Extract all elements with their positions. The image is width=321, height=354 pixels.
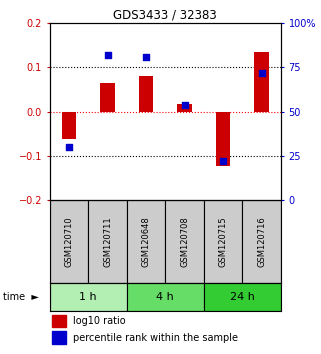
Bar [204, 283, 281, 311]
Bar [52, 331, 66, 344]
Bar [62, 112, 76, 139]
Bar [52, 314, 66, 327]
Text: 4 h: 4 h [156, 292, 174, 302]
Bar [50, 200, 88, 283]
Point [221, 158, 226, 164]
Text: GSM120710: GSM120710 [65, 216, 74, 267]
Point [182, 102, 187, 107]
Bar [242, 200, 281, 283]
Bar [50, 283, 127, 311]
Text: log10 ratio: log10 ratio [73, 316, 126, 326]
Bar [216, 112, 230, 166]
Point [105, 52, 110, 58]
Text: percentile rank within the sample: percentile rank within the sample [73, 333, 238, 343]
Text: 1 h: 1 h [80, 292, 97, 302]
Point [143, 54, 149, 59]
Bar [177, 104, 192, 112]
Text: time  ►: time ► [3, 292, 39, 302]
Bar [88, 200, 127, 283]
Text: GSM120648: GSM120648 [142, 216, 151, 267]
Bar [139, 76, 153, 112]
Text: GSM120715: GSM120715 [219, 216, 228, 267]
Bar [127, 283, 204, 311]
Point [259, 70, 264, 75]
Bar [204, 200, 242, 283]
Bar [100, 83, 115, 112]
Text: 24 h: 24 h [230, 292, 255, 302]
Bar [127, 200, 165, 283]
Bar [165, 200, 204, 283]
Bar [254, 52, 269, 112]
Text: GSM120708: GSM120708 [180, 216, 189, 267]
Text: GSM120711: GSM120711 [103, 216, 112, 267]
Point [66, 144, 72, 150]
Text: GSM120716: GSM120716 [257, 216, 266, 267]
Title: GDS3433 / 32383: GDS3433 / 32383 [113, 9, 217, 22]
